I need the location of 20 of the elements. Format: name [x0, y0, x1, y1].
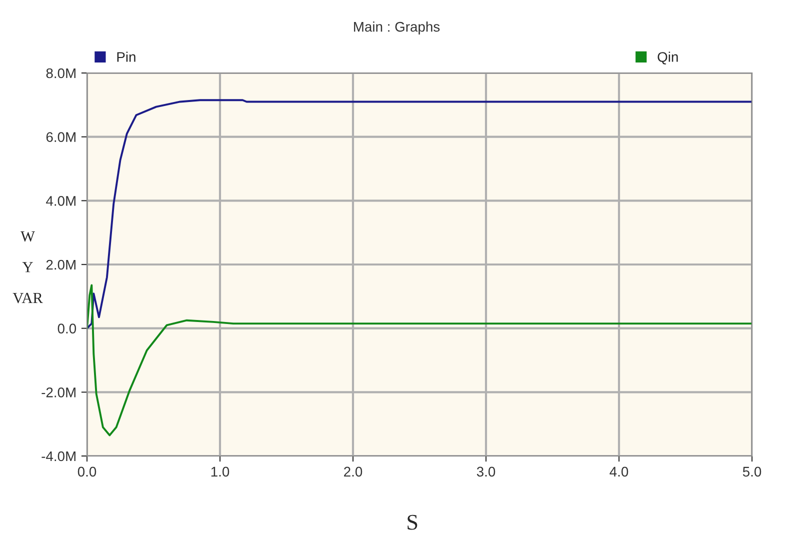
- y-tick-label: 4.0M: [46, 196, 76, 206]
- x-tick-label: 2.0: [344, 466, 362, 477]
- legend-label: Pin: [117, 52, 136, 62]
- line-series: [87, 99, 752, 330]
- x-tick-label: 1.0: [211, 466, 230, 477]
- y-tick-label: -2.0M: [42, 388, 76, 398]
- text: W Y VAR: [12, 231, 43, 304]
- x-tick-label: 4.0: [610, 466, 628, 477]
- y-tick-label: -4.0M: [42, 451, 76, 462]
- chart-title: Main : Graphs: [354, 22, 440, 34]
- y-tick-label: 2.0M: [46, 260, 76, 270]
- x-axis-title: S: [408, 514, 418, 530]
- x-tick-label: 0.0: [78, 466, 96, 477]
- x-tick-label: 3.0: [476, 466, 496, 477]
- legend-label: Qin: [658, 52, 678, 64]
- y-tick-label: 6.0M: [46, 132, 76, 142]
- y-tick-label: 8.0M: [46, 68, 76, 78]
- line-series: [87, 284, 752, 436]
- y-tick-label: 0.0: [58, 324, 76, 334]
- x-tick-label: 5.0: [742, 466, 762, 477]
